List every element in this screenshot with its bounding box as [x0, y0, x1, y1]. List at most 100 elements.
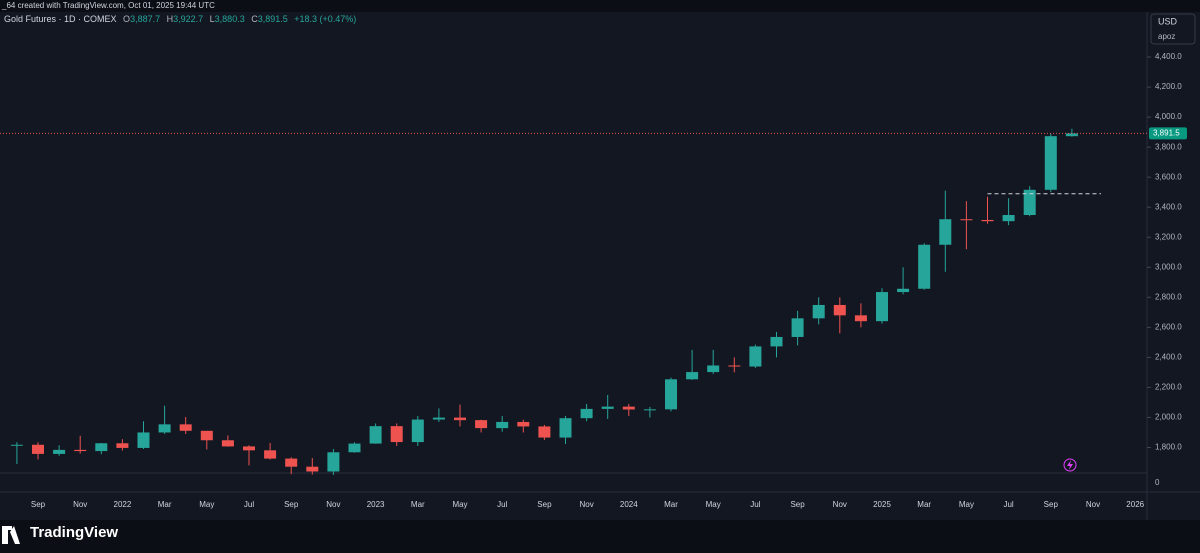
candle-body: [686, 372, 699, 380]
candle-body: [770, 336, 783, 347]
candle-body: [243, 446, 255, 451]
x-tick-label: Mar: [158, 500, 172, 509]
candle-body: [643, 409, 656, 411]
x-tick-label: Sep: [790, 500, 805, 509]
symbol-header: Gold Futures · 1D · COMEX O3,887.7 H3,92…: [4, 14, 356, 24]
top-bar: [0, 0, 1200, 12]
y-tick-label: 2,200.0: [1155, 383, 1182, 392]
y-tick-label: 1,800.0: [1155, 443, 1182, 452]
candle-body: [411, 419, 424, 443]
last-price-tag: [1149, 127, 1187, 140]
candle-body: [32, 444, 44, 454]
candle-body: [369, 426, 382, 444]
last-price-label: 3,891.5: [1153, 129, 1180, 138]
candle-body: [517, 421, 530, 427]
candle-body: [116, 443, 129, 448]
candle-body: [580, 408, 593, 419]
y-tick-label: 4,000.0: [1155, 112, 1182, 121]
candle-body: [601, 406, 614, 409]
candle-body: [812, 304, 825, 319]
candle-body: [496, 421, 509, 429]
y-tick-label: 3,600.0: [1155, 172, 1182, 181]
value: 3,880.3: [215, 14, 245, 24]
logo: [2, 526, 20, 544]
candle-body: [454, 417, 466, 421]
candle-body: [432, 417, 445, 420]
x-tick-label: 2023: [367, 500, 385, 509]
x-tick-label: Jul: [750, 500, 760, 509]
label: O: [123, 14, 130, 24]
scale-mode: apoz: [1158, 32, 1175, 41]
y-tick-label: 3,000.0: [1155, 262, 1182, 271]
label: H: [167, 14, 174, 24]
candle-body: [264, 450, 277, 459]
candle-body: [10, 444, 23, 446]
x-tick-label: Nov: [326, 500, 340, 509]
alert-icon[interactable]: [1063, 458, 1077, 472]
x-tick-label: May: [706, 500, 721, 509]
x-tick-label: Nov: [579, 500, 593, 509]
candle-body: [390, 426, 403, 443]
label: C: [251, 14, 258, 24]
candle-body: [1002, 215, 1015, 222]
candle-body: [559, 418, 572, 438]
candle-body: [95, 443, 108, 452]
x-tick-label: Sep: [537, 500, 552, 509]
candle-body: [876, 292, 888, 322]
y-tick-label: 4,200.0: [1155, 82, 1182, 91]
value: 3,922.7: [173, 14, 203, 24]
currency: USD: [1158, 16, 1178, 26]
candle-body: [749, 346, 762, 367]
x-tick-label: Sep: [284, 500, 299, 509]
candle-body: [1044, 136, 1057, 190]
change: +18.3 (+0.47%): [294, 14, 356, 24]
x-tick-label: Sep: [1044, 500, 1059, 509]
value: 3,891.5: [258, 14, 288, 24]
x-tick-label: Nov: [73, 500, 87, 509]
plot-area: [0, 12, 1147, 492]
x-tick-label: 2026: [1126, 500, 1144, 509]
candle-body: [833, 304, 846, 316]
candle-body: [179, 424, 192, 431]
candle-body: [665, 379, 677, 410]
x-tick-label: 2025: [873, 500, 891, 509]
y-tick-label: 2,800.0: [1155, 292, 1182, 301]
value: 3,887.7: [130, 14, 160, 24]
candle-body: [475, 420, 488, 429]
candle-body: [622, 406, 635, 410]
price-axis: [1147, 12, 1200, 520]
candle-body: [1023, 189, 1036, 216]
footer: [0, 520, 1200, 553]
credit: _64 created with TradingView.com, Oct 01…: [1, 1, 215, 10]
x-tick-label: Jul: [497, 500, 507, 509]
candle-body: [285, 458, 298, 467]
alert-icon: [1067, 460, 1073, 470]
x-tick-label: Jul: [1003, 500, 1013, 509]
x-tick-label: Nov: [1086, 500, 1100, 509]
y-tick-label: 3,400.0: [1155, 202, 1182, 211]
candle-body: [348, 443, 361, 453]
candle-body: [53, 449, 66, 454]
brand: TradingView: [30, 524, 118, 541]
y-tick-label: 3,800.0: [1155, 142, 1182, 151]
candle-body: [74, 449, 87, 452]
candle-body: [327, 452, 340, 472]
candle-body: [1065, 133, 1078, 137]
label: L: [210, 14, 215, 24]
candle-body: [221, 440, 234, 447]
currency-box[interactable]: [1150, 13, 1196, 45]
y-tick-label: 2,600.0: [1155, 322, 1182, 331]
candle-body: [897, 288, 910, 293]
x-tick-label: May: [959, 500, 974, 509]
x-tick-label: Mar: [917, 500, 931, 509]
y-tick-label: 4,400.0: [1155, 52, 1182, 61]
time-axis: [0, 492, 1147, 520]
x-tick-label: May: [452, 500, 467, 509]
candle-body: [137, 432, 150, 448]
y-tick-label: 2,400.0: [1155, 352, 1182, 361]
candle-body: [854, 315, 867, 322]
x-tick-label: Jul: [244, 500, 254, 509]
candle-body: [728, 365, 741, 367]
x-tick-label: Mar: [411, 500, 425, 509]
